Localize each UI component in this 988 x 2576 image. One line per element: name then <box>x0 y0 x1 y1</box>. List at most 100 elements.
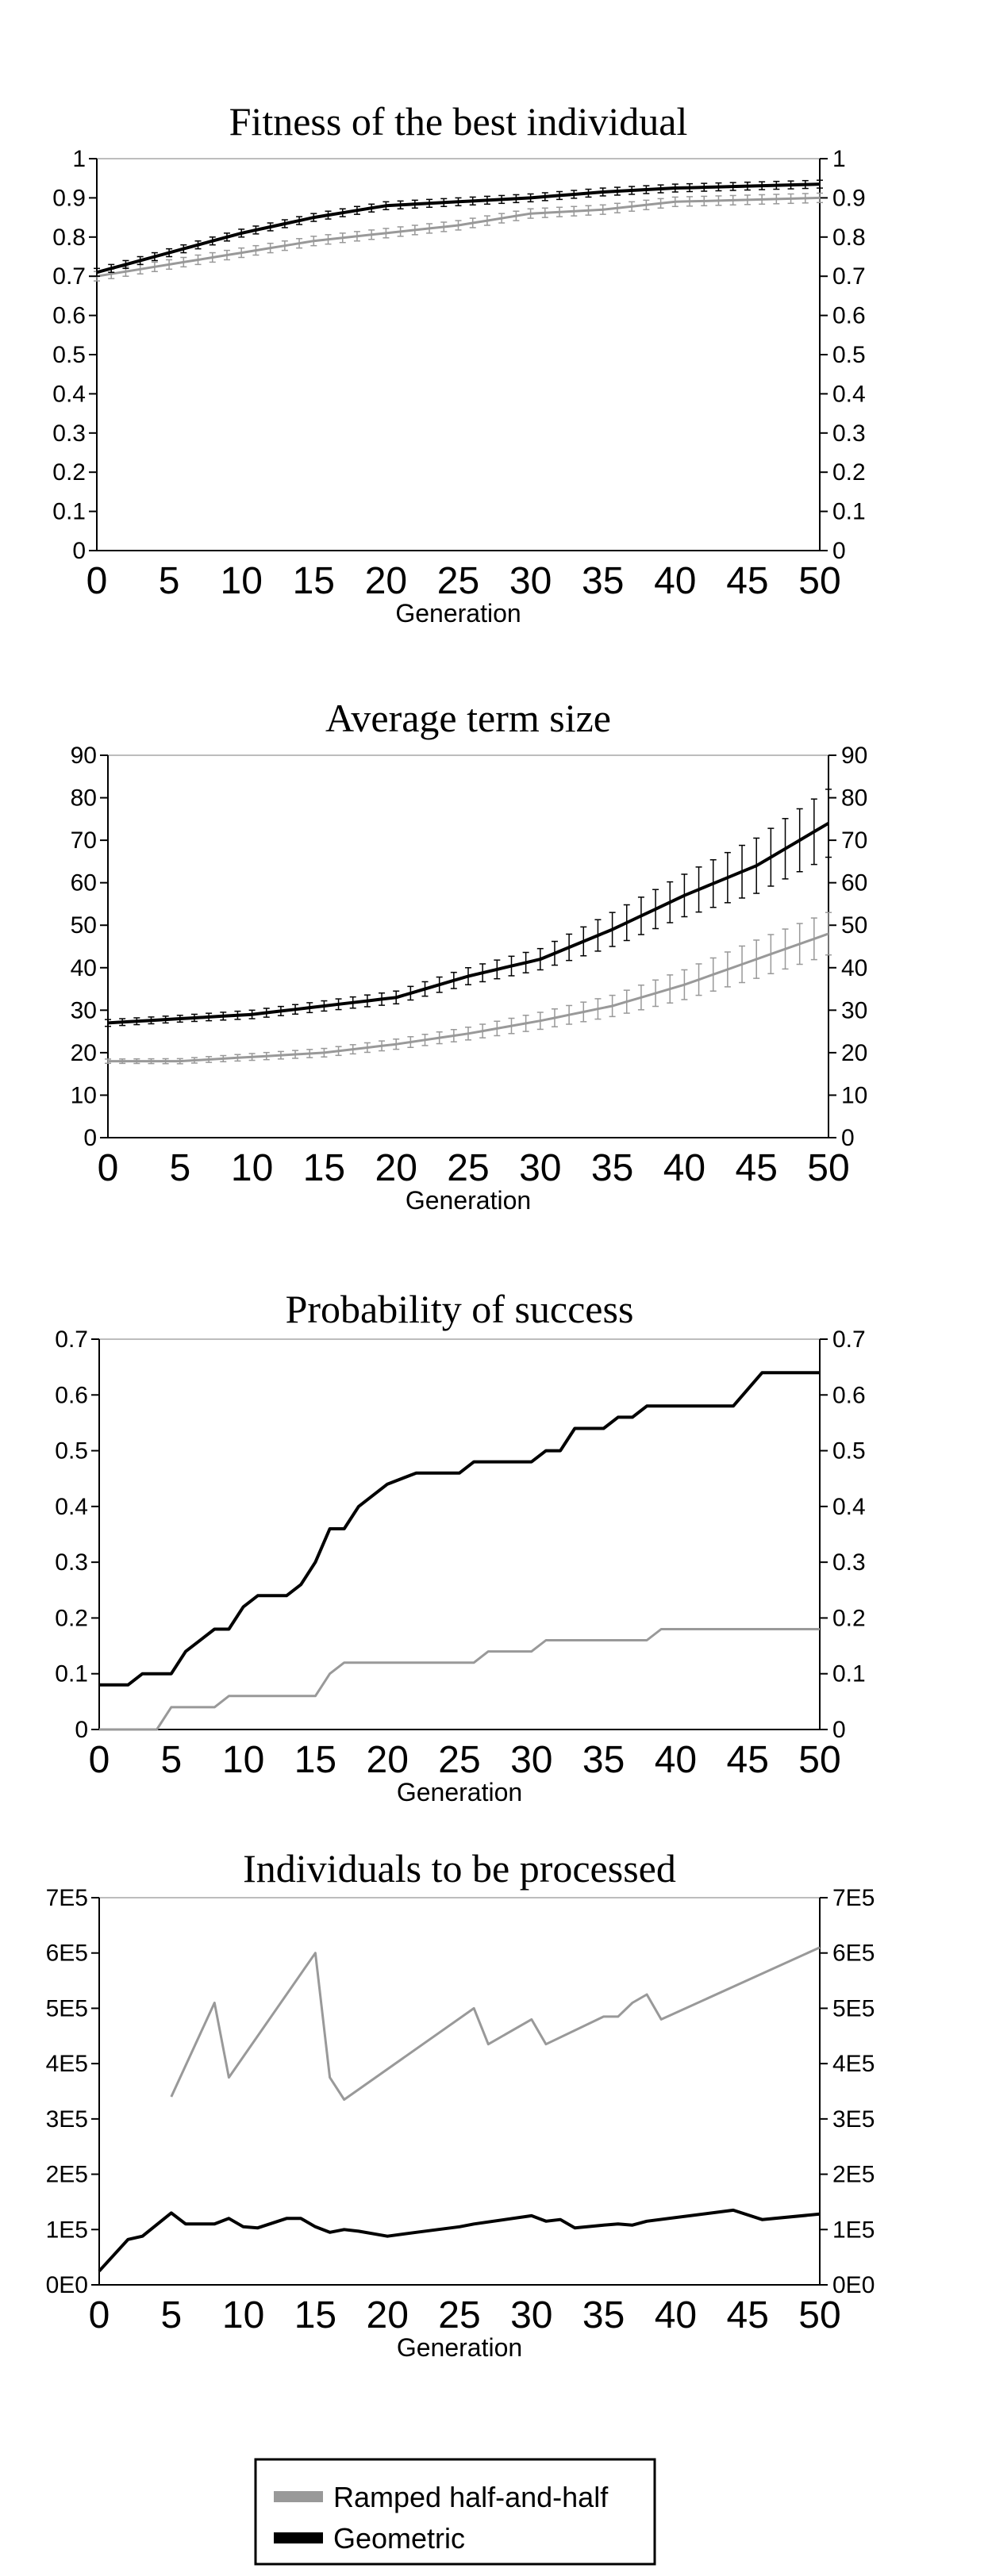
legend-label-ramped: Ramped half-and-half <box>333 2481 609 2513</box>
x-tick-label: 0 <box>86 560 108 602</box>
legend-box <box>254 2458 656 2566</box>
y-tick-label-right: 50 <box>841 912 867 939</box>
x-tick-label: 20 <box>367 1739 409 1781</box>
x-tick-label: 20 <box>367 2294 409 2336</box>
y-tick-label-left: 0.7 <box>55 1326 88 1353</box>
y-tick-label-left: 0 <box>72 538 86 564</box>
x-tick-label: 35 <box>582 2294 625 2336</box>
x-tick-label: 10 <box>222 1739 264 1781</box>
legend: Ramped half-and-half Geometric <box>254 2458 656 2566</box>
series-line <box>108 932 829 1063</box>
plot-area <box>98 1338 821 1730</box>
y-tick-label-left: 0.1 <box>52 499 86 525</box>
y-tick-label-right: 0.1 <box>832 1661 866 1687</box>
y-tick-label-right: 4E5 <box>832 2051 875 2077</box>
y-tick-label-left: 6E5 <box>46 1941 88 1967</box>
x-tick-label: 5 <box>160 1739 182 1781</box>
y-tick-label-right: 0.5 <box>832 1438 866 1465</box>
legend-swatch-ramped <box>274 2491 323 2502</box>
y-tick-label-left: 10 <box>71 1082 97 1108</box>
y-tick-label-left: 0.5 <box>52 342 86 368</box>
x-tick-label: 50 <box>798 2294 840 2336</box>
y-tick-label-left: 0.4 <box>55 1494 88 1520</box>
y-tick-label-right: 0.3 <box>832 1549 866 1576</box>
y-tick-label-right: 0 <box>832 1717 846 1743</box>
series-line <box>107 821 830 1025</box>
x-tick-label: 5 <box>159 560 180 602</box>
y-tick-label-right: 20 <box>841 1040 867 1066</box>
y-tick-label-left: 1 <box>72 146 86 172</box>
y-tick-label-left: 0.6 <box>55 1382 88 1408</box>
x-tick-label: 50 <box>807 1147 849 1189</box>
series-geometric <box>105 789 832 1027</box>
plot-area <box>96 158 821 551</box>
series-line <box>99 1371 820 1687</box>
y-tick-label-left: 0.7 <box>52 263 86 290</box>
y-tick-label-right: 0.3 <box>832 420 866 447</box>
y-tick-label-right: 7E5 <box>832 1885 875 1911</box>
y-tick-label-right: 0.2 <box>832 1605 866 1631</box>
legend-label-geometric: Geometric <box>333 2522 465 2555</box>
y-tick-label-left: 0.2 <box>52 459 86 486</box>
x-tick-label: 15 <box>294 1739 336 1781</box>
y-tick-label-left: 0.4 <box>52 381 86 407</box>
y-tick-label-right: 0.4 <box>832 381 866 407</box>
y-tick-label-right: 0.6 <box>832 1382 866 1408</box>
x-tick-label: 25 <box>447 1147 489 1189</box>
y-tick-label-left: 2E5 <box>46 2162 88 2188</box>
y-tick-label-left: 0.3 <box>55 1549 88 1576</box>
x-tick-label: 35 <box>591 1147 633 1189</box>
x-tick-label: 25 <box>437 560 479 602</box>
chart-title: Probability of success <box>286 1287 634 1331</box>
y-tick-label-right: 80 <box>841 785 867 812</box>
y-tick-label-right: 10 <box>841 1082 867 1108</box>
y-tick-label-right: 3E5 <box>832 2106 875 2133</box>
y-tick-label-left: 60 <box>71 870 97 896</box>
x-tick-label: 45 <box>726 560 768 602</box>
x-tick-label: 30 <box>510 2294 552 2336</box>
y-tick-label-left: 0.8 <box>52 225 86 251</box>
y-tick-label-left: 0.2 <box>55 1605 88 1631</box>
series-line <box>96 196 821 278</box>
y-tick-label-right: 0.1 <box>832 499 866 525</box>
x-tick-label: 25 <box>438 1739 480 1781</box>
series-geometric <box>99 1371 820 1687</box>
y-tick-label-right: 0.7 <box>832 263 866 290</box>
chart-title: Fitness of the best individual <box>229 99 688 144</box>
y-tick-label-right: 0.2 <box>832 459 866 486</box>
series-ramped <box>99 1628 820 1731</box>
x-tick-label: 45 <box>727 2294 769 2336</box>
x-tick-label: 5 <box>169 1147 190 1189</box>
x-tick-label: 10 <box>221 560 263 602</box>
y-tick-label-left: 3E5 <box>46 2106 88 2133</box>
y-tick-label-left: 40 <box>71 955 97 981</box>
series-line <box>96 182 821 274</box>
y-tick-label-right: 40 <box>841 955 867 981</box>
x-axis-label: Generation <box>395 599 521 628</box>
chart-title: Individuals to be processed <box>243 1846 676 1891</box>
y-tick-label-left: 7E5 <box>46 1885 88 1911</box>
y-tick-label-right: 0.9 <box>832 185 866 211</box>
x-tick-label: 40 <box>663 1147 705 1189</box>
y-tick-label-left: 80 <box>71 785 97 812</box>
y-tick-label-left: 0.3 <box>52 420 86 447</box>
x-tick-label: 50 <box>798 560 840 602</box>
x-tick-label: 15 <box>294 2294 336 2336</box>
y-tick-label-right: 0 <box>832 538 846 564</box>
y-tick-label-right: 5E5 <box>832 1995 875 2021</box>
x-axis-label: Generation <box>397 1778 522 1806</box>
x-tick-label: 0 <box>98 1147 119 1189</box>
x-axis-label: Generation <box>397 2333 522 2362</box>
y-tick-label-right: 0.8 <box>832 225 866 251</box>
x-tick-label: 50 <box>798 1739 840 1781</box>
series-line <box>99 1628 820 1731</box>
series-line <box>170 1946 821 2101</box>
x-tick-label: 45 <box>727 1739 769 1781</box>
series-ramped <box>94 192 823 282</box>
x-tick-label: 30 <box>510 1739 552 1781</box>
x-tick-label: 20 <box>375 1147 417 1189</box>
y-tick-label-right: 0.6 <box>832 303 866 329</box>
